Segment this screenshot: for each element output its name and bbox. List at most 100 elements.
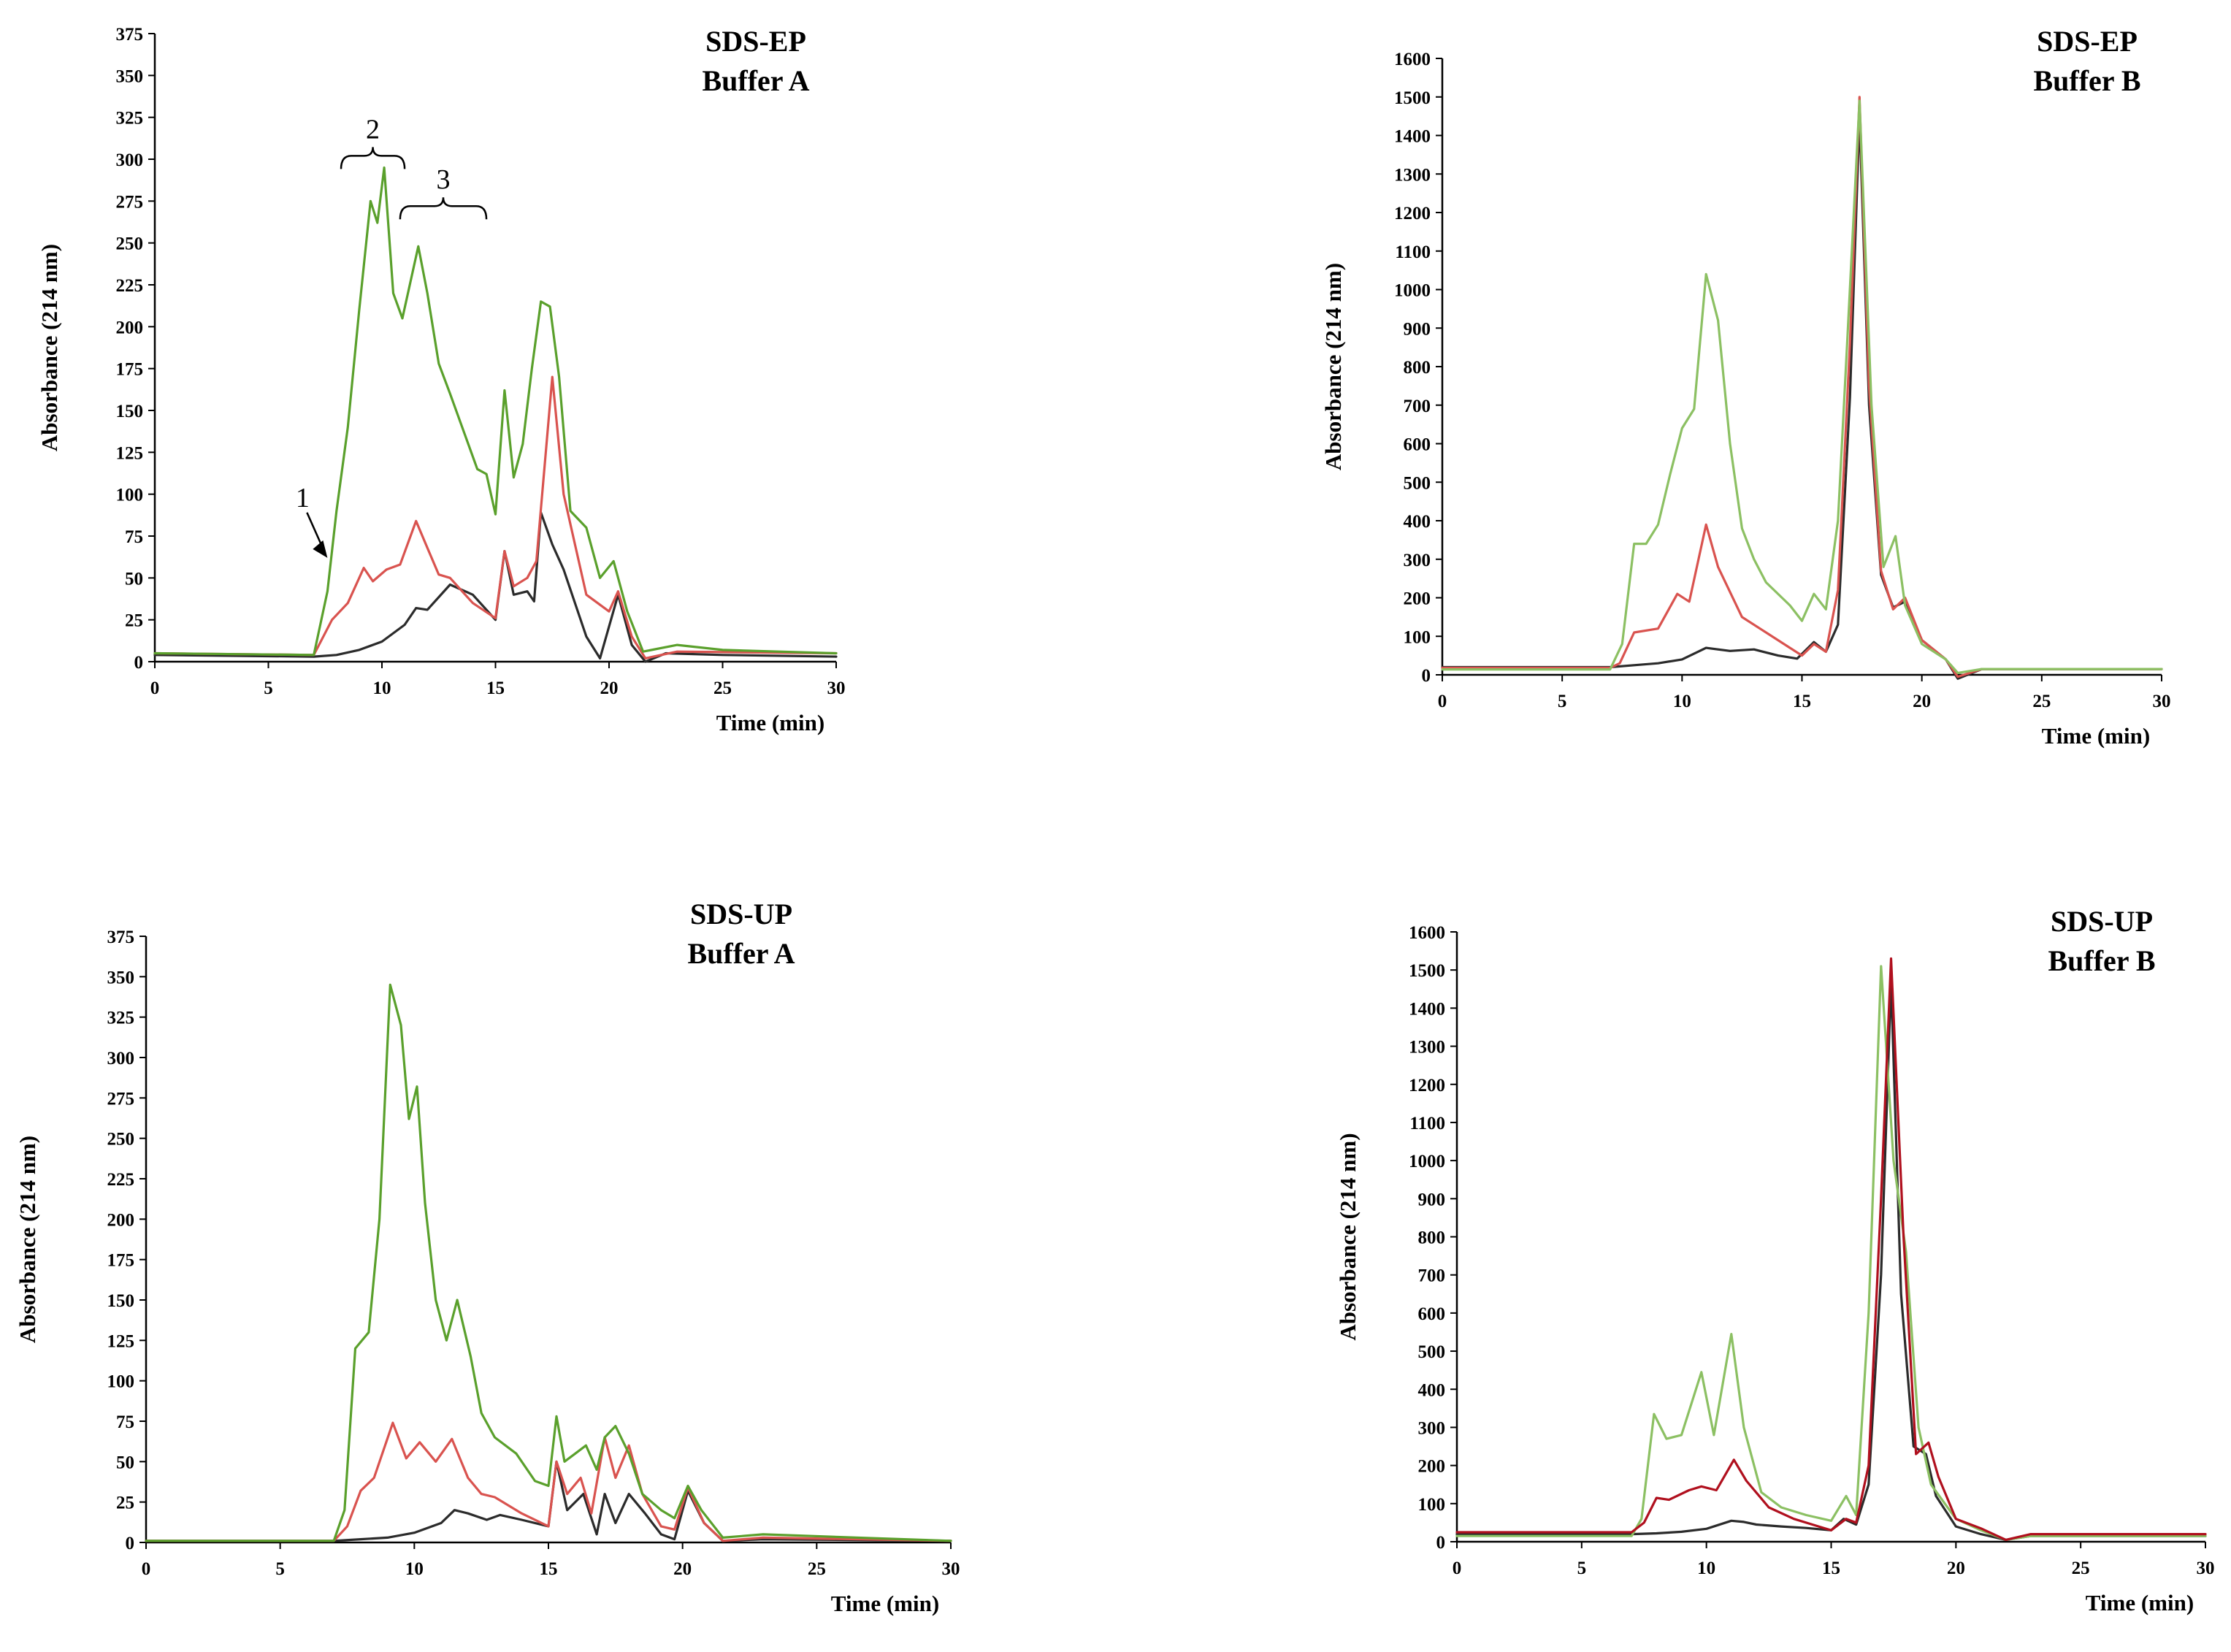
x-tick-label: 5 [1558,692,1567,711]
x-tick-label: 10 [1673,692,1691,711]
series-line-black [1441,115,2163,680]
y-tick-label: 1300 [1409,1038,1445,1058]
y-tick-label: 600 [1418,1304,1446,1324]
x-tick-label: 25 [713,678,732,698]
y-tick-label: 100 [107,1372,135,1392]
y-axis-label: Absorbance (214 nm) [15,1136,40,1343]
annotation-label: 2 [366,114,380,145]
chart-title-line1: SDS-UP [2051,905,2153,938]
x-axis-label: Time (min) [2086,1590,2194,1615]
y-tick-label: 175 [116,360,144,380]
series-line-black [1455,980,2207,1541]
y-tick-label: 150 [107,1291,135,1311]
y-tick-label: 275 [107,1089,135,1109]
y-tick-label: 0 [126,1534,135,1553]
y-tick-label: 1100 [1409,1114,1445,1133]
series-line-red [145,1421,952,1542]
y-tick-label: 175 [107,1251,135,1271]
y-tick-label: 25 [125,611,143,631]
y-tick-label: 0 [134,653,144,673]
y-tick-label: 225 [107,1170,135,1190]
y-tick-label: 300 [1404,551,1431,570]
y-tick-label: 400 [1404,512,1431,532]
y-tick-label: 500 [1404,473,1431,493]
annotation-bracket [340,147,406,169]
y-axis-label: Absorbance (214 nm) [37,244,62,451]
y-tick-label: 250 [107,1130,135,1150]
y-tick-label: 75 [125,527,143,547]
y-tick-label: 100 [1404,627,1431,647]
x-tick-label: 25 [808,1559,826,1579]
series-line-red [153,375,838,660]
chart-title-line2: Buffer B [2033,64,2140,97]
y-axis-label: Absorbance (214 nm) [1320,263,1346,470]
y-tick-label: 1200 [1409,1076,1445,1095]
x-tick-label: 25 [2032,692,2051,711]
y-tick-label: 400 [1418,1380,1446,1400]
y-tick-label: 800 [1404,358,1431,378]
y-tick-label: 1200 [1394,204,1431,223]
x-axis-label: Time (min) [831,1591,939,1616]
chart-panel-sds-up-buffer-b: 0100200300400500600700800900100011001200… [1335,905,2215,1615]
y-tick-label: 75 [116,1412,134,1432]
x-tick-label: 0 [1438,692,1447,711]
series-line-dark-red [1455,957,2207,1541]
x-tick-label: 30 [2153,692,2171,711]
chart-title-line2: Buffer B [2048,944,2155,977]
y-tick-label: 50 [125,569,143,589]
annotation-label: 3 [436,164,450,195]
y-tick-label: 200 [1418,1457,1446,1477]
y-tick-label: 700 [1418,1266,1446,1286]
y-tick-label: 50 [116,1453,134,1472]
y-tick-label: 700 [1404,397,1431,416]
y-tick-label: 375 [116,25,144,45]
y-tick-label: 1500 [1409,961,1445,981]
chart-title-line1: SDS-EP [705,25,806,58]
x-tick-label: 5 [275,1559,285,1579]
series-line-black [145,1460,952,1542]
x-tick-label: 10 [373,678,391,698]
series-line-green [1455,965,2207,1541]
x-tick-label: 5 [264,678,273,698]
y-tick-label: 1600 [1409,923,1445,943]
y-tick-label: 200 [116,318,144,337]
y-tick-label: 25 [116,1494,134,1513]
x-axis-label: Time (min) [2042,723,2150,749]
x-tick-label: 15 [1822,1559,1840,1578]
y-tick-label: 500 [1418,1342,1446,1362]
chart-panel-sds-ep-buffer-b: 0100200300400500600700800900100011001200… [1320,25,2171,749]
chart-panel-sds-ep-buffer-a: 0255075100125150175200225250275300325350… [37,25,846,735]
y-tick-label: 900 [1418,1190,1446,1209]
y-tick-label: 300 [116,150,144,170]
y-tick-label: 900 [1404,319,1431,339]
x-tick-label: 30 [2197,1559,2215,1578]
y-tick-label: 1100 [1395,242,1431,262]
annotation-bracket [399,197,488,220]
x-tick-label: 10 [405,1559,424,1579]
x-tick-label: 20 [600,678,619,698]
y-tick-label: 0 [1422,666,1431,686]
x-tick-label: 15 [1793,692,1811,711]
series-line-green [153,166,838,657]
y-tick-label: 250 [116,234,144,254]
y-tick-label: 1000 [1409,1152,1445,1171]
x-tick-label: 30 [942,1559,960,1579]
y-tick-label: 200 [1404,589,1431,609]
y-tick-label: 300 [107,1049,135,1068]
x-tick-label: 0 [150,678,160,698]
x-tick-label: 20 [673,1559,692,1579]
series-line-green [1441,99,2163,675]
y-tick-label: 100 [116,486,144,505]
y-tick-label: 325 [116,109,144,129]
y-axis-label: Absorbance (214 nm) [1335,1133,1361,1340]
y-tick-label: 225 [116,276,144,296]
y-tick-label: 1300 [1394,165,1431,185]
y-tick-label: 600 [1404,435,1431,455]
series-line-green [145,983,952,1542]
x-axis-label: Time (min) [716,710,824,735]
y-tick-label: 200 [107,1210,135,1230]
y-tick-label: 100 [1418,1495,1446,1515]
y-tick-label: 375 [107,928,135,947]
y-tick-label: 1500 [1394,88,1431,108]
